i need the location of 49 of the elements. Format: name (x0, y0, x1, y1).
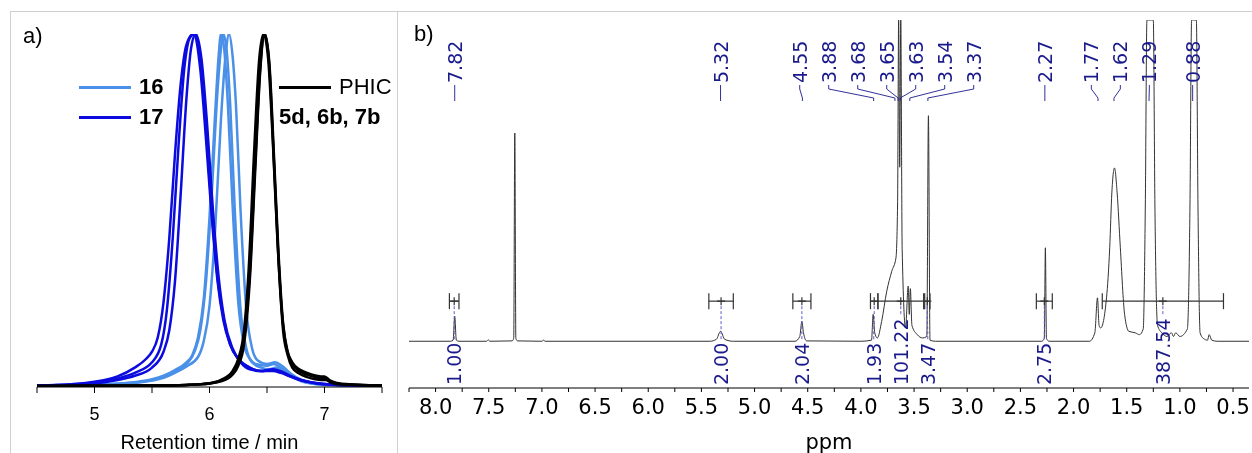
annotation: 3.63 (904, 40, 927, 83)
annotation: 1.00 (443, 342, 466, 385)
x-tick-label: 2.5 (1003, 394, 1038, 419)
x-tick-label: 1.0 (1163, 394, 1197, 419)
annotation: 7.82 (443, 40, 466, 83)
annotation: 387.54 (1151, 318, 1174, 385)
x-tick-label: 5.5 (684, 394, 719, 419)
legend-label: 17 (139, 104, 164, 129)
x-tick-label: 7 (319, 403, 330, 424)
annotation: 1.93 (862, 342, 885, 385)
annotation: a) (23, 23, 43, 48)
annotation: 1.29 (1138, 40, 1161, 83)
x-tick-label: 7.0 (525, 394, 559, 419)
annotation: 0.88 (1181, 40, 1204, 83)
annotation: 1.62 (1109, 40, 1132, 83)
x-tick-label: 1.5 (1110, 394, 1144, 419)
annotation: 3.88 (817, 40, 840, 83)
x-tick-label: 3.5 (897, 394, 931, 419)
x-tick-label: 5.0 (737, 394, 772, 419)
annotation: 2.04 (790, 342, 813, 385)
annotation: 3.47 (916, 342, 939, 385)
annotation: b) (414, 21, 434, 46)
annotation: 2.75 (1033, 342, 1056, 385)
annotation: 2.27 (1033, 40, 1056, 83)
annotation: 4.55 (788, 40, 811, 83)
x-tick-label: 4.5 (791, 394, 825, 419)
annotation: 2.00 (710, 342, 733, 385)
x-tick-label: 3.0 (950, 394, 984, 419)
annotation: 5.32 (709, 40, 732, 83)
annotation: 3.54 (933, 40, 956, 83)
x-tick-label: 8.0 (418, 394, 453, 419)
x-tick-label: 6 (204, 403, 215, 424)
annotation: 3.68 (846, 40, 869, 83)
legend-label: 16 (139, 74, 164, 99)
x-tick-label: 4.0 (844, 394, 878, 419)
annotation: 3.37 (962, 40, 985, 83)
annotation: 5d, 6b, 7b (279, 104, 381, 129)
x-tick-label: 0.5 (1216, 394, 1250, 419)
x-tick-label: 5 (89, 403, 100, 424)
annotation: 1.77 (1080, 40, 1103, 83)
legend-label: PHIC (339, 74, 392, 99)
x-tick-label: 6.5 (578, 394, 612, 419)
x-tick-label: 6.0 (631, 394, 665, 419)
annotation: 3.65 (875, 40, 898, 83)
x-tick-label: 2.0 (1056, 394, 1091, 419)
x-axis-title: ppm (805, 430, 853, 453)
x-axis-title: Retention time / min (120, 431, 299, 453)
x-tick-label: 7.5 (472, 394, 506, 419)
annotation: 101.22 (889, 318, 912, 385)
